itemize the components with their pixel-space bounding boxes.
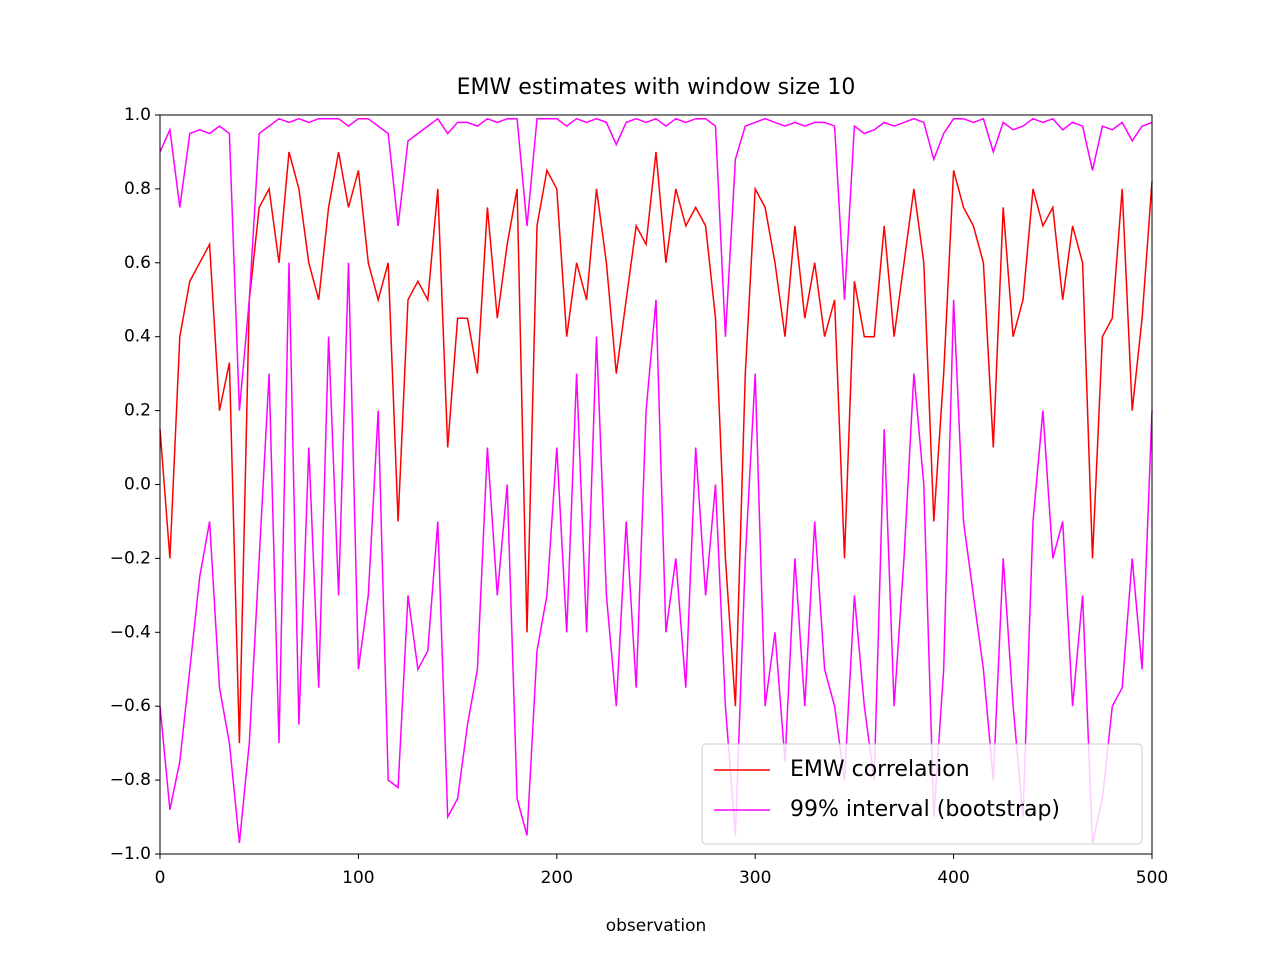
x-tick-label: 0 xyxy=(155,868,166,888)
x-tick-label: 200 xyxy=(541,868,573,888)
series-line xyxy=(159,117,1153,411)
y-tick-label: 0.8 xyxy=(124,179,151,199)
legend-label: EMW correlation xyxy=(790,757,970,782)
x-tick-label: 400 xyxy=(937,868,969,888)
series-line xyxy=(159,151,1153,744)
x-axis-label: observation xyxy=(606,916,707,936)
y-tick-label: 0.6 xyxy=(124,253,151,273)
legend-box xyxy=(701,743,1143,845)
y-tick-label: −0.6 xyxy=(110,696,151,716)
x-tick-label: 100 xyxy=(342,868,374,888)
y-tick-label: 0.2 xyxy=(124,401,151,421)
y-tick-label: 0.4 xyxy=(124,327,151,347)
y-tick-label: 0.0 xyxy=(124,475,151,495)
plot-frame xyxy=(159,114,1153,855)
chart-title: EMW estimates with window size 10 xyxy=(457,75,856,100)
x-tick-label: 300 xyxy=(739,868,771,888)
y-tick-label: −1.0 xyxy=(110,844,151,864)
y-tick-label: −0.8 xyxy=(110,770,151,790)
y-tick-label: −0.2 xyxy=(110,548,151,568)
legend: EMW correlation 99% interval (bootstrap) xyxy=(701,743,1143,845)
y-tick-label: −0.4 xyxy=(110,622,151,642)
legend-label: 99% interval (bootstrap) xyxy=(790,797,1060,822)
x-tick-label: 500 xyxy=(1136,868,1168,888)
series-line xyxy=(159,262,1153,844)
y-tick-label: 1.0 xyxy=(124,105,151,125)
